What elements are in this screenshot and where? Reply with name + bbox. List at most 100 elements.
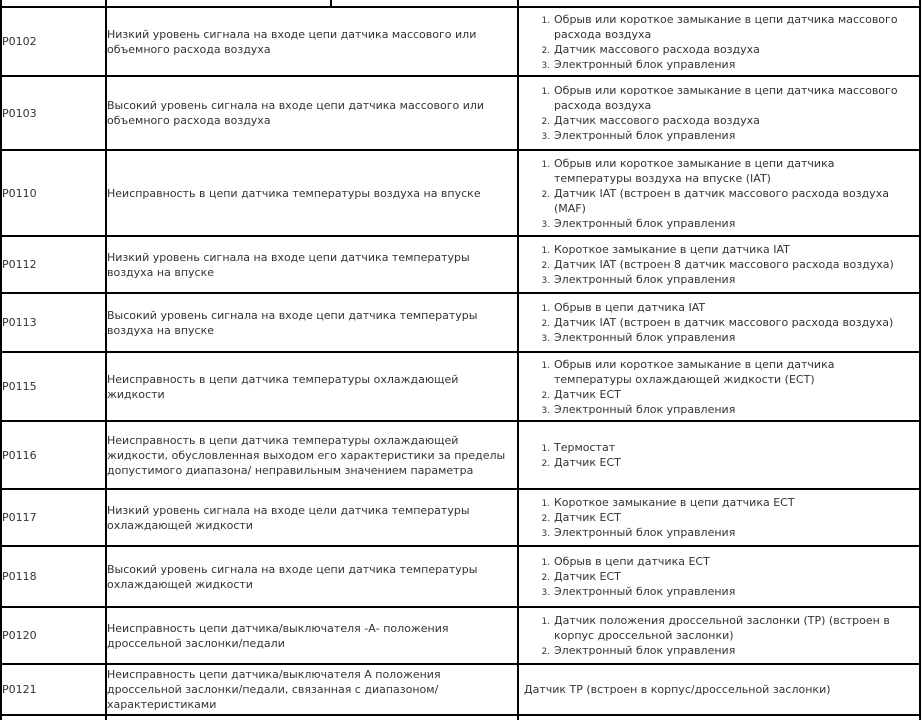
table-row: P0121 Неисправность цепи датчика/выключа… [1, 664, 921, 716]
grid-line [919, 716, 921, 720]
cause-item: Электронный блок управления [553, 330, 915, 345]
dtc-code: P0102 [2, 35, 37, 48]
dtc-description-cell: Высокий уровень сигнала на входе цепи да… [106, 293, 519, 353]
cause-item: Датчик IAT (встроен в датчик массового р… [553, 315, 915, 330]
causes-list: Обрыв или короткое замыкание в цепи датч… [519, 357, 918, 417]
causes-list: Обрыв или короткое замыкание в цепи датч… [519, 12, 918, 72]
cause-item: Обрыв в цепи датчика IAT [553, 300, 915, 315]
grid-line [517, 0, 519, 6]
grid-line [0, 0, 2, 6]
dtc-code: P0121 [2, 683, 37, 696]
cause-item: Датчик ECT [553, 387, 915, 402]
table-row: P0115 Неисправность в цепи датчика темпе… [1, 352, 921, 422]
dtc-description-cell: Высокий уровень сигнала на входе цепи да… [106, 546, 519, 608]
dtc-description-cell: Неисправность в цепи датчика температуры… [106, 150, 519, 237]
dtc-code-cell: P0103 [1, 76, 107, 151]
cause-item: Датчик IAT (встроен в датчик массового р… [553, 186, 915, 216]
cause-item: Короткое замыкание в цепи датчика ECT [553, 495, 915, 510]
dtc-description-cell: Низкий уровень сигнала на входе цели дат… [106, 489, 519, 547]
table-row: P0113 Высокий уровень сигнала на входе ц… [1, 293, 921, 353]
dtc-code-cell: P0121 [1, 664, 107, 716]
dtc-causes-cell: Короткое замыкание в цепи датчика IATДат… [518, 236, 921, 294]
cause-item: Термостат [553, 440, 915, 455]
table-row: P0110 Неисправность в цепи датчика темпе… [1, 150, 921, 237]
table-row: P0117 Низкий уровень сигнала на входе це… [1, 489, 921, 547]
cause-text: Датчик TP (встроен в корпус/дроссельной … [524, 683, 831, 696]
grid-line [919, 0, 921, 6]
dtc-description-cell: Низкий уровень сигнала на входе цепи дат… [106, 8, 519, 77]
dtc-code: P0112 [2, 258, 37, 271]
cropped-row-top [0, 0, 921, 8]
dtc-causes-cell: Датчик положения дроссельной заслонки (T… [518, 607, 921, 665]
dtc-description: Высокий уровень сигнала на входе цепи да… [107, 562, 478, 591]
causes-list: ТермостатДатчик ECT [519, 440, 918, 470]
cause-item: Датчик положения дроссельной заслонки (T… [553, 613, 915, 643]
cropped-row-bottom [0, 716, 921, 720]
dtc-code: P0118 [2, 570, 37, 583]
cause-item: Датчик массового расхода воздуха [553, 113, 915, 128]
dtc-code-cell: P0112 [1, 236, 107, 294]
cause-item: Электронный блок управления [553, 584, 915, 599]
dtc-code-cell: P0117 [1, 489, 107, 547]
dtc-description: Неисправность в цепи датчика температуры… [107, 186, 481, 200]
dtc-code-cell: P0115 [1, 352, 107, 422]
dtc-description: Неисправность цепи датчика/выключателя А… [107, 668, 441, 711]
dtc-description: Неисправность в цепи датчика температуры… [107, 372, 459, 401]
cause-item: Электронный блок управления [553, 272, 915, 287]
table-row: P0120 Неисправность цепи датчика/выключа… [1, 607, 921, 665]
table-row: P0112 Низкий уровень сигнала на входе це… [1, 236, 921, 294]
table-row: P0102 Низкий уровень сигнала на входе це… [1, 8, 921, 77]
cause-item: Электронный блок управления [553, 57, 915, 72]
dtc-code: P0117 [2, 511, 37, 524]
dtc-table: P0102 Низкий уровень сигнала на входе це… [0, 8, 921, 716]
cause-item: Датчик массового расхода воздуха [553, 42, 915, 57]
dtc-causes-cell: Датчик TP (встроен в корпус/дроссельной … [518, 664, 921, 716]
cause-item: Обрыв или короткое замыкание в цепи датч… [553, 12, 915, 42]
dtc-causes-cell: Короткое замыкание в цепи датчика ECTДат… [518, 489, 921, 547]
causes-list: Обрыв в цепи датчика IATДатчик IAT (встр… [519, 300, 918, 345]
dtc-table-body: P0102 Низкий уровень сигнала на входе це… [1, 8, 921, 716]
dtc-code: P0115 [2, 380, 37, 393]
grid-line [517, 716, 519, 720]
cause-item: Датчик ECT [553, 455, 915, 470]
dtc-description-cell: Низкий уровень сигнала на входе цепи дат… [106, 236, 519, 294]
dtc-description-cell: Высокий уровень сигнала на входе цепи да… [106, 76, 519, 151]
dtc-causes-cell: Обрыв или короткое замыкание в цепи датч… [518, 352, 921, 422]
dtc-code: P0103 [2, 106, 37, 120]
dtc-code-cell: P0116 [1, 421, 107, 490]
cause-item: Электронный блок управления [553, 402, 915, 417]
cause-item: Электронный блок управления [553, 643, 915, 658]
dtc-code-cell: P0120 [1, 607, 107, 665]
dtc-causes-cell: Обрыв или короткое замыкание в цепи датч… [518, 150, 921, 237]
cause-item: Обрыв или короткое замыкание в цепи датч… [553, 357, 915, 387]
cause-item: Короткое замыкание в цепи датчика IAT [553, 242, 915, 257]
causes-list: Короткое замыкание в цепи датчика ECTДат… [519, 495, 918, 540]
cause-item: Обрыв или короткое замыкание в цепи датч… [553, 83, 915, 113]
cause-item: Электронный блок управления [553, 128, 915, 143]
dtc-code: P0120 [2, 629, 37, 642]
causes-list: Обрыв или короткое замыкание в цепи датч… [519, 83, 918, 143]
cause-item: Датчик ECT [553, 569, 915, 584]
dtc-code-cell: P0118 [1, 546, 107, 608]
cause-item: Электронный блок управления [553, 525, 915, 540]
cause-item: Электронный блок управления [553, 216, 915, 231]
dtc-code-cell: P0113 [1, 293, 107, 353]
dtc-code-cell: P0102 [1, 8, 107, 77]
dtc-causes-cell: Обрыв или короткое замыкание в цепи датч… [518, 76, 921, 151]
cause-item: Датчик IAT (встроен 8 датчик массового р… [553, 257, 915, 272]
dtc-description-cell: Неисправность в цепи датчика температуры… [106, 352, 519, 422]
dtc-causes-cell: Обрыв или короткое замыкание в цепи датч… [518, 8, 921, 77]
dtc-code-cell: P0110 [1, 150, 107, 237]
dtc-description-cell: Неисправность цепи датчика/выключателя -… [106, 607, 519, 665]
dtc-description: Высокий уровень сигнала на входе цепи да… [107, 308, 478, 337]
dtc-description: Низкий уровень сигнала на входе цепи дат… [107, 250, 470, 279]
table-row: P0103 Высокий уровень сигнала на входе ц… [1, 76, 921, 151]
dtc-description: Неисправность в цепи датчика температуры… [107, 433, 506, 477]
dtc-code: P0113 [2, 316, 37, 329]
cause-item: Обрыв в цепи датчика ECT [553, 554, 915, 569]
dtc-description: Неисправность цепи датчика/выключателя -… [107, 621, 449, 650]
dtc-description-cell: Неисправность в цепи датчика температуры… [106, 421, 519, 490]
causes-list: Датчик положения дроссельной заслонки (T… [519, 613, 918, 658]
dtc-causes-cell: Обрыв в цепи датчика ECTДатчик ECTЭлектр… [518, 546, 921, 608]
